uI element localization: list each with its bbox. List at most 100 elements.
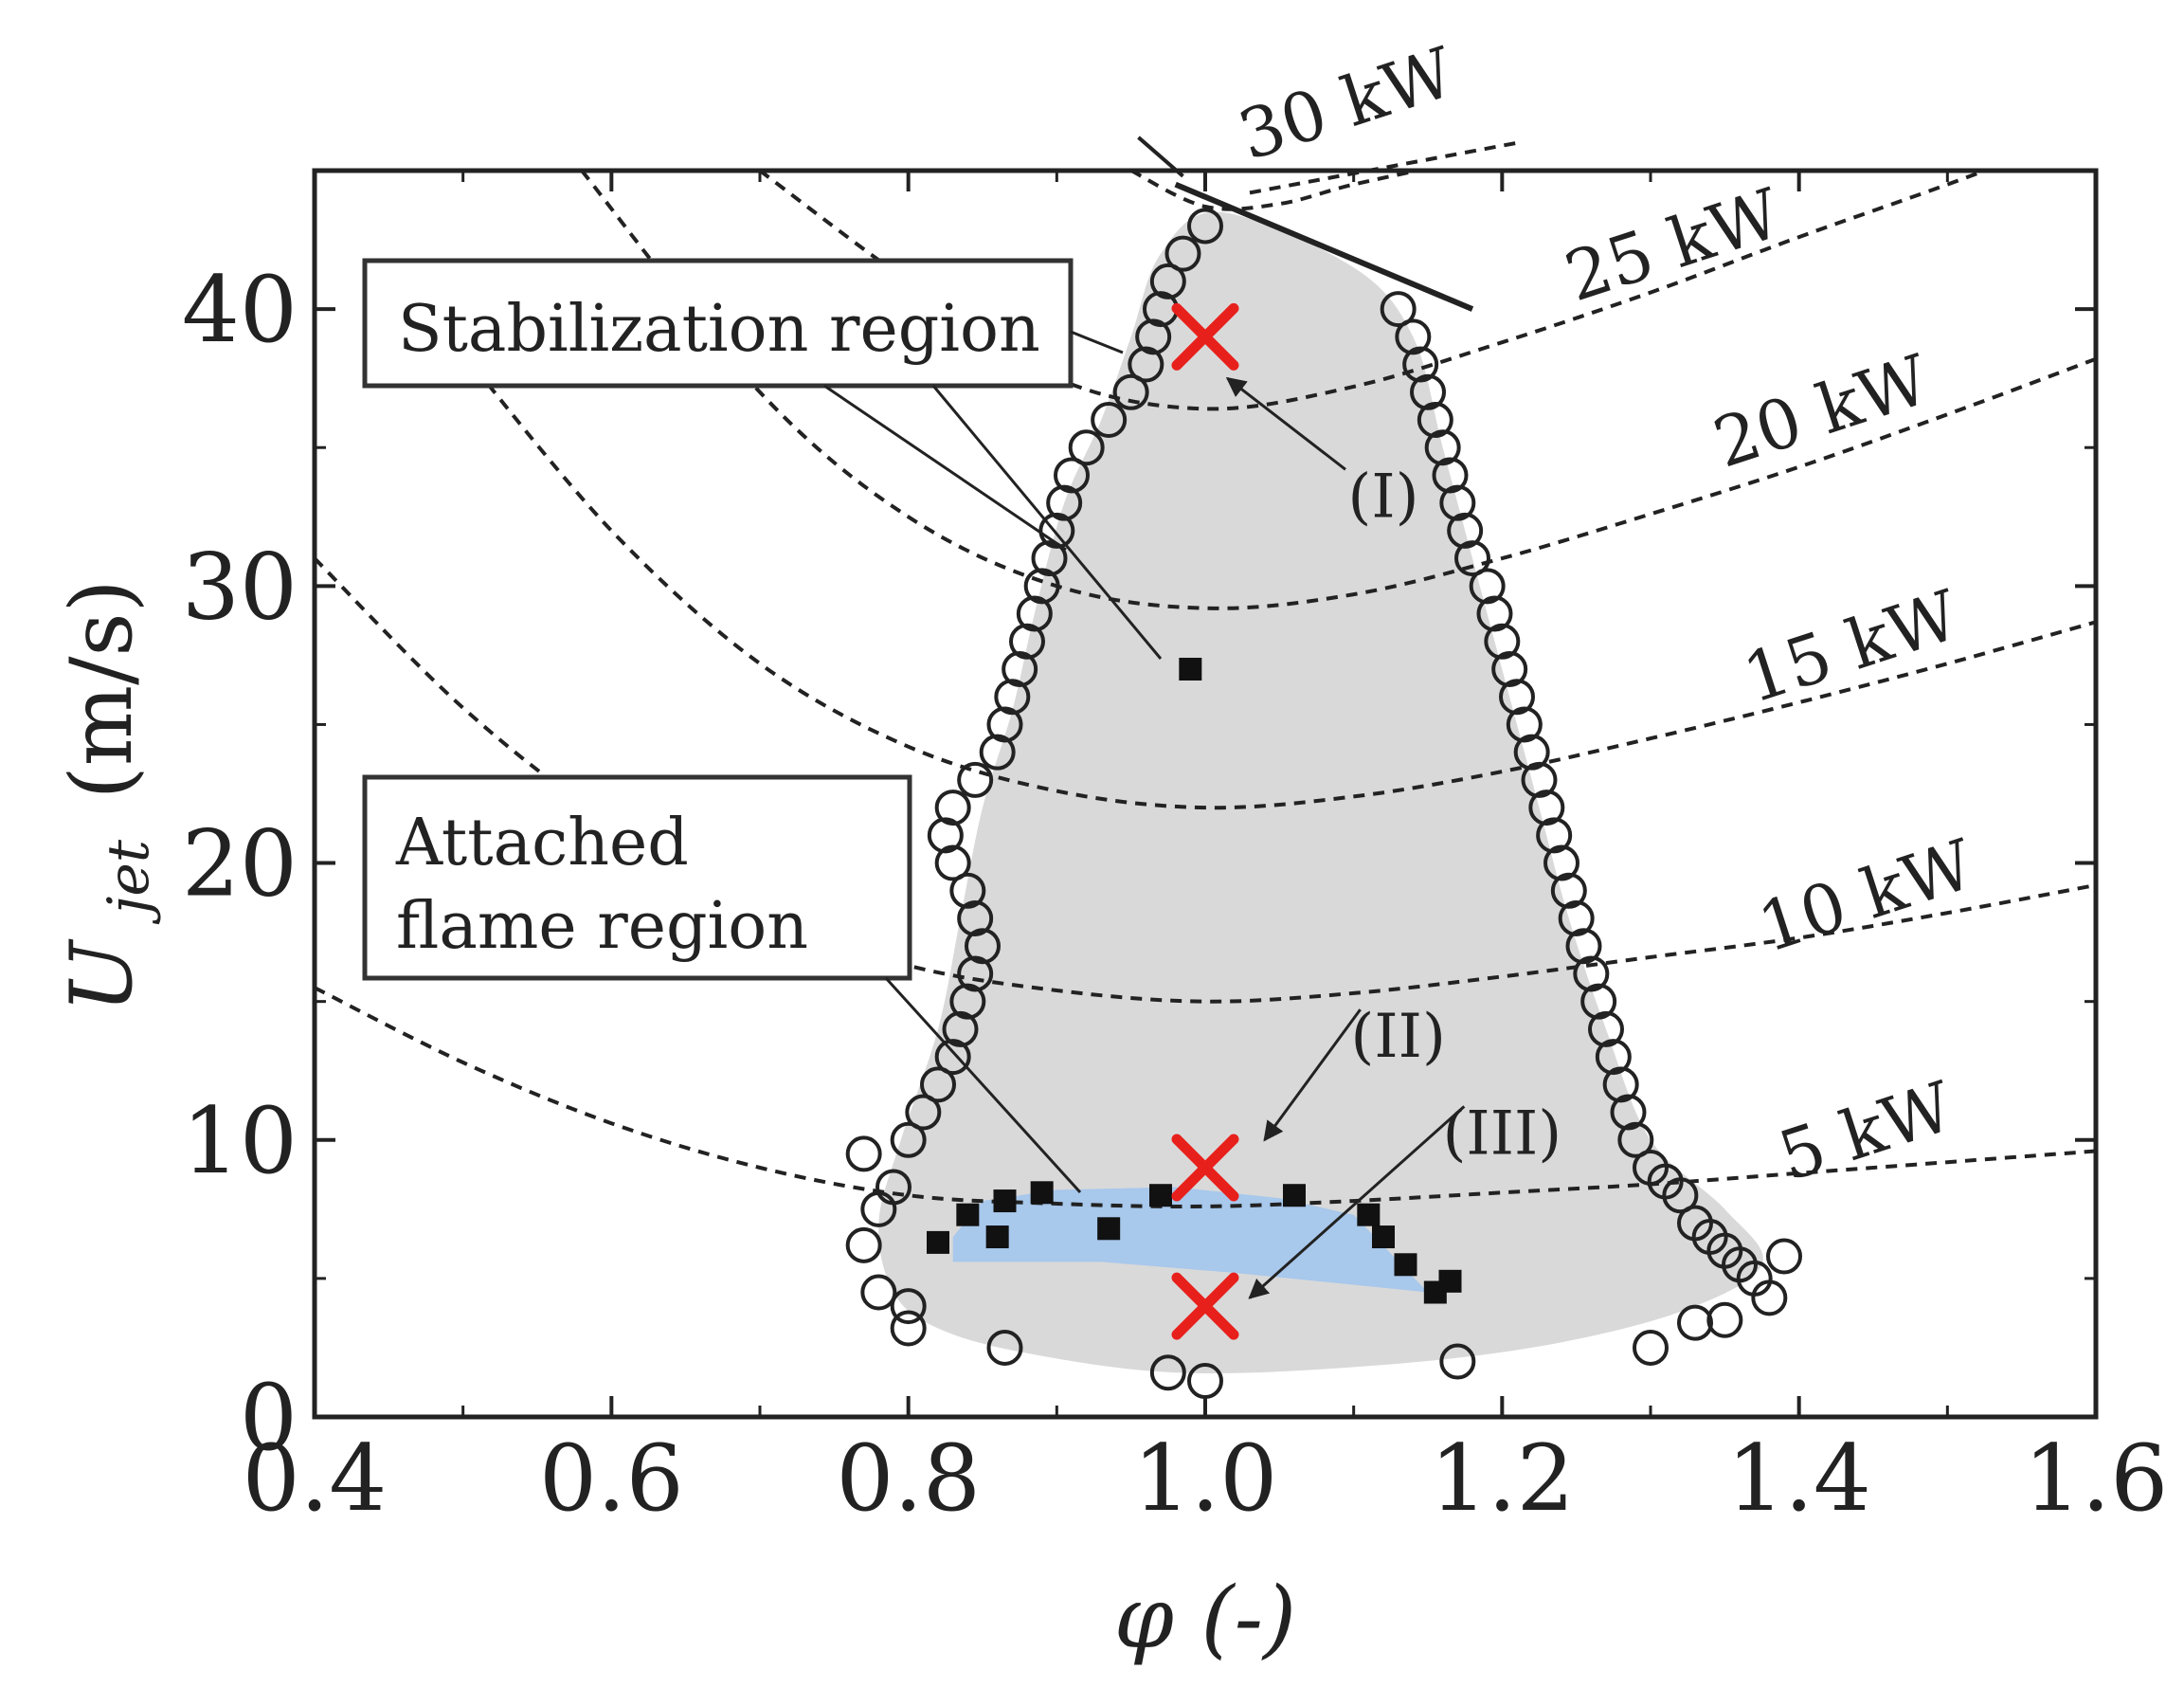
attached-label-line2: flame region [396,889,808,964]
open-circle-point [1528,790,1565,826]
power-label-30kw: 30 kW [1230,32,1464,176]
open-circle-point [1135,318,1172,355]
open-circle-point [957,761,994,798]
open-circle-point [942,1010,979,1047]
y-axis-title-unit: (m/s) [52,579,152,799]
open-circle-point [1706,1301,1743,1338]
open-circle-point [1112,373,1149,410]
open-circle-point [1410,373,1446,410]
x-axis-title: φ (-) [1114,1569,1296,1668]
power-curve-30kw-extension [1249,140,1518,195]
filled-square-point [1394,1253,1417,1277]
power-curve-15kw [461,352,2096,810]
attached-leader [884,976,1082,1194]
open-circle-point [905,1094,942,1131]
filled-square-series [927,658,1462,1304]
open-circle-point [1633,1329,1669,1366]
open-circle-point [986,706,1023,743]
open-circle-point [949,983,986,1020]
filled-square-point [1357,1203,1381,1226]
power-label-5kw: 5 kW [1770,1066,1962,1196]
attached-label-line1: Attached [395,806,689,880]
open-circle-point [1565,928,1602,965]
open-circle-point [1149,263,1186,299]
filled-square-point [1030,1181,1054,1205]
filled-square-point [1438,1269,1462,1293]
open-circle-point [1476,595,1513,632]
open-circle-point [1031,540,1068,577]
red-x-markers [1171,302,1239,1340]
open-circle-point [875,1169,912,1206]
red-x-stroke [1171,1134,1239,1202]
filled-square-point [1179,658,1202,681]
filled-square-point [985,1225,1009,1249]
power-label-20kw: 20 kW [1705,339,1939,483]
open-circle-point [1038,512,1075,549]
power-curve-5kw [315,986,2096,1208]
open-circle-point [927,817,964,854]
open-circle-point [1677,1304,1713,1341]
open-circle-point [1484,623,1521,660]
open-circle-point [845,1226,882,1263]
open-circle-series [845,208,1802,1400]
open-circle-point [986,1329,1023,1366]
annotation-arrow [1225,376,1346,471]
open-circle-point [1128,346,1164,383]
open-circle-point [1617,1121,1654,1158]
annotation-arrow [1248,1105,1466,1299]
open-circle-point [1424,429,1461,466]
y-axis-title-sub: jet [96,839,162,924]
filled-square-point [927,1230,949,1254]
open-circle-point [1068,429,1105,466]
open-circle-point [1595,1039,1632,1076]
power-curve-20kw [580,171,2096,610]
open-circle-point [1164,235,1201,272]
open-circle-point [1580,983,1617,1020]
stabilization-leader-3 [931,385,1163,660]
open-circle-point [965,928,1001,965]
open-circle-point [890,1121,927,1158]
y-tick-label: 30 [182,534,298,640]
stabilization-label-box: Stabilization region [362,258,1163,660]
open-circle-point [979,734,1016,771]
filled-square-point [993,1189,1017,1213]
open-circle-point [920,1066,956,1103]
y-axis-title: U jet (m/s) [52,579,169,1012]
red-x-marker [1171,1134,1239,1202]
x-axis: 0.4 0.6 0.8 1.0 1.2 1.4 1.6 [243,171,2169,1532]
open-circle-point [949,872,986,909]
open-circle-point [845,1135,882,1172]
x-tick-label: 1.2 [1430,1425,1575,1532]
attached-flame-region [952,1187,1428,1293]
open-circle-point [1550,872,1587,909]
stabilization-limit-line [1174,181,1474,312]
filled-square-point [1149,1184,1172,1207]
stabilization-leader-1 [1070,330,1124,354]
filled-square-point [1372,1225,1395,1249]
x-tick-label: 0.6 [539,1425,684,1532]
open-circle-point [1506,706,1543,743]
svg-text:U jet (m/s): U jet (m/s) [52,579,169,1012]
open-circle-point [890,1310,927,1347]
y-tick-label: 20 [182,811,298,917]
annotation-label: (III) [1442,1098,1561,1169]
filled-square-point [1097,1217,1121,1241]
open-circle-point [1521,761,1558,798]
open-circle-point [1187,208,1223,245]
x-tick-label: 1.4 [1726,1425,1871,1532]
open-circle-point [1454,540,1490,577]
x-tick-label: 0.8 [836,1425,981,1532]
open-circle-point [1513,734,1550,771]
y-tick-label: 10 [182,1088,298,1194]
stabilization-label: Stabilization region [398,292,1040,367]
open-circle-point [1432,457,1469,494]
open-circle-point [1016,595,1053,632]
open-circle-point [1091,402,1128,438]
red-x-stroke [1171,302,1239,371]
open-circle-point [934,844,971,881]
x-tick-label: 1.6 [2024,1425,2169,1532]
filled-square-point [1283,1184,1306,1207]
open-circle-point [890,1288,927,1325]
open-circle-point [1447,512,1484,549]
annotation-label: (I) [1347,462,1418,532]
